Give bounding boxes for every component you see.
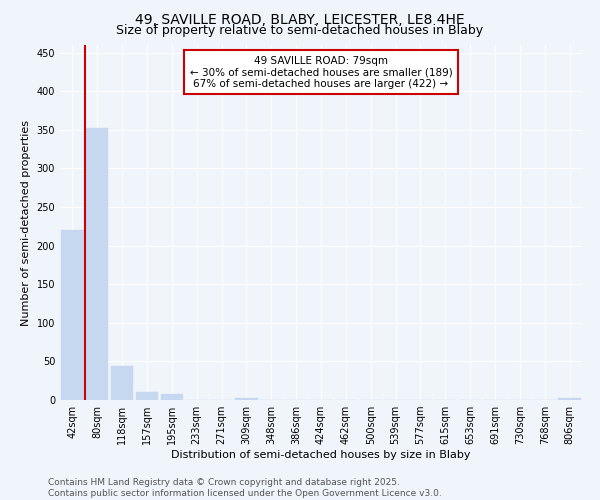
- Y-axis label: Number of semi-detached properties: Number of semi-detached properties: [21, 120, 31, 326]
- Bar: [161, 394, 183, 400]
- Text: Size of property relative to semi-detached houses in Blaby: Size of property relative to semi-detach…: [116, 24, 484, 37]
- Bar: [559, 398, 581, 400]
- Bar: [111, 366, 133, 400]
- Bar: [235, 398, 257, 400]
- Text: Contains HM Land Registry data © Crown copyright and database right 2025.
Contai: Contains HM Land Registry data © Crown c…: [48, 478, 442, 498]
- Bar: [136, 392, 158, 400]
- Text: 49 SAVILLE ROAD: 79sqm
← 30% of semi-detached houses are smaller (189)
67% of se: 49 SAVILLE ROAD: 79sqm ← 30% of semi-det…: [190, 56, 452, 89]
- Bar: [86, 128, 109, 400]
- X-axis label: Distribution of semi-detached houses by size in Blaby: Distribution of semi-detached houses by …: [171, 450, 471, 460]
- Text: 49, SAVILLE ROAD, BLABY, LEICESTER, LE8 4HE: 49, SAVILLE ROAD, BLABY, LEICESTER, LE8 …: [135, 12, 465, 26]
- Bar: [61, 230, 83, 400]
